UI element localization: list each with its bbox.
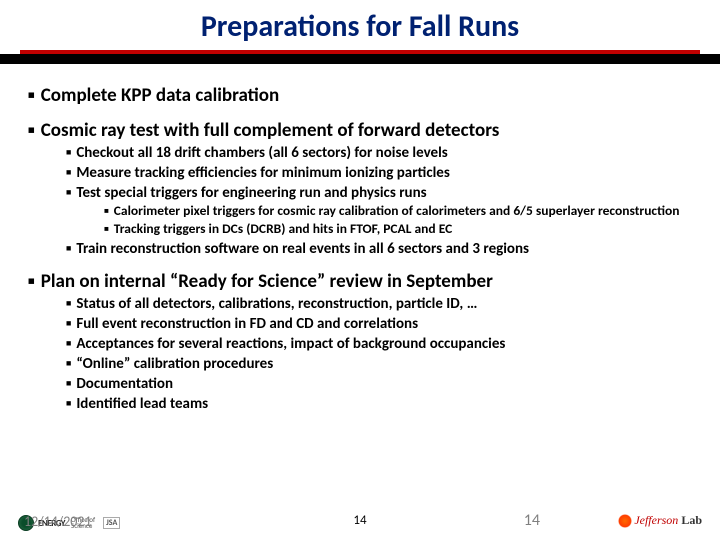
bullet-l2: ▪ “Online” calibration procedures <box>66 355 692 373</box>
square-bullet-icon: ▪ <box>66 375 71 393</box>
square-bullet-icon: ▪ <box>104 203 109 220</box>
bullet-l1: ▪ Complete KPP data calibration <box>28 84 692 107</box>
bullet-l2: ▪ Checkout all 18 drift chambers (all 6 s… <box>66 144 692 162</box>
bullet-l3: ▪ Tracking triggers in DCs (DCRB) and hit… <box>104 221 692 238</box>
content-area: ▪ Complete KPP data calibration ▪ Cosmic r… <box>0 64 720 413</box>
jlab-word1: Jefferson <box>634 513 678 527</box>
bullet-text: “Online” calibration procedures <box>76 355 273 373</box>
bullet-text: Identified lead teams <box>76 395 208 413</box>
square-bullet-icon: ▪ <box>28 84 35 107</box>
square-bullet-icon: ▪ <box>66 144 71 162</box>
bullet-text: Train reconstruction software on real ev… <box>76 240 529 258</box>
bullet-l2: ▪ Measure tracking efficiencies for minim… <box>66 164 692 182</box>
footer-page-center: 14 <box>353 513 366 528</box>
bullet-text: Cosmic ray test with full complement of … <box>41 119 500 142</box>
bullet-l3: ▪ Calorimeter pixel triggers for cosmic r… <box>104 203 692 220</box>
bullet-text: Checkout all 18 drift chambers (all 6 se… <box>76 144 447 162</box>
bullet-text: Measure tracking efficiencies for minimu… <box>76 164 450 182</box>
square-bullet-icon: ▪ <box>66 335 71 353</box>
bullet-l2: ▪ Status of all detectors, calibrations, … <box>66 295 692 313</box>
bullet-l2: ▪ Test special triggers for engineering r… <box>66 184 692 202</box>
bullet-l2: ▪ Full event reconstruction in FD and CD … <box>66 315 692 333</box>
bullet-text: Plan on internal “Ready for Science” rev… <box>41 270 493 293</box>
slide: Preparations for Fall Runs ▪ Complete KPP… <box>0 0 720 540</box>
jlab-word2: Lab <box>681 513 702 527</box>
footer-page-right: 14 <box>524 511 540 530</box>
bullet-text: Complete KPP data calibration <box>41 84 279 107</box>
square-bullet-icon: ▪ <box>66 315 71 333</box>
bullet-text: Acceptances for several reactions, impac… <box>76 335 505 353</box>
slide-title: Preparations for Fall Runs <box>0 8 720 45</box>
square-bullet-icon: ▪ <box>104 221 109 238</box>
bullet-text: Status of all detectors, calibrations, r… <box>76 295 477 313</box>
square-bullet-icon: ▪ <box>66 355 71 373</box>
square-bullet-icon: ▪ <box>66 184 71 202</box>
jsa-logo: JSA <box>103 517 120 529</box>
footer-date: 12/14/2021 <box>24 513 92 530</box>
bullet-l2: ▪ Documentation <box>66 375 692 393</box>
bullet-l2: ▪ Acceptances for several reactions, impa… <box>66 335 692 353</box>
title-bar: Preparations for Fall Runs <box>0 0 720 47</box>
bullet-text: Tracking triggers in DCs (DCRB) and hits… <box>114 221 452 238</box>
square-bullet-icon: ▪ <box>66 164 71 182</box>
square-bullet-icon: ▪ <box>28 270 35 293</box>
bullet-l2: ▪ Identified lead teams <box>66 395 692 413</box>
square-bullet-icon: ▪ <box>66 240 71 258</box>
footer: ENERGY Office of Science JSA 12/14/2021 … <box>0 508 720 534</box>
square-bullet-icon: ▪ <box>66 395 71 413</box>
bullet-l2: ▪ Train reconstruction software on real e… <box>66 240 692 258</box>
bullet-text: Test special triggers for engineering ru… <box>76 184 426 202</box>
square-bullet-icon: ▪ <box>28 119 35 142</box>
jlab-text: Jefferson Lab <box>634 513 702 528</box>
footer-logo-right: Jefferson Lab <box>618 513 702 528</box>
bullet-l1: ▪ Plan on internal “Ready for Science” re… <box>28 270 692 293</box>
square-bullet-icon: ▪ <box>66 295 71 313</box>
bullet-text: Calorimeter pixel triggers for cosmic ra… <box>114 203 680 220</box>
bullet-text: Documentation <box>76 375 173 393</box>
black-band <box>0 54 720 64</box>
bullet-text: Full event reconstruction in FD and CD a… <box>76 315 418 333</box>
jlab-burst-icon <box>618 514 632 528</box>
bullet-l1: ▪ Cosmic ray test with full complement of… <box>28 119 692 142</box>
